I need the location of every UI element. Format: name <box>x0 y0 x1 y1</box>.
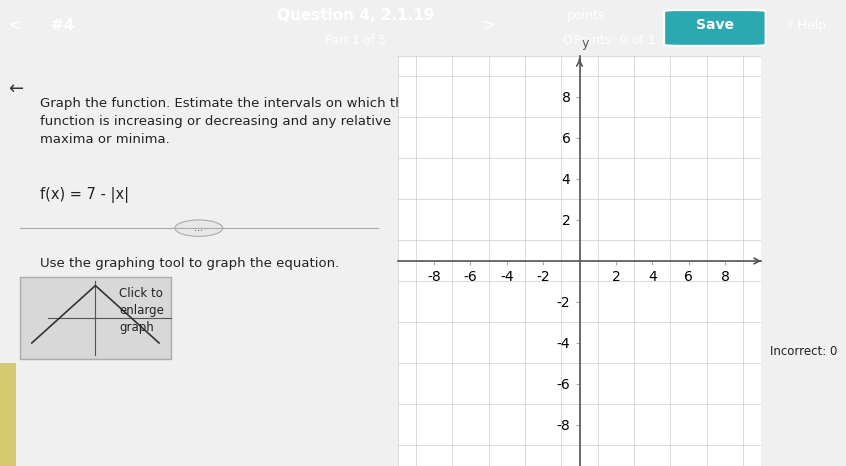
Text: >: > <box>482 18 495 33</box>
Text: Points: 0 of 1: Points: 0 of 1 <box>574 34 655 47</box>
FancyBboxPatch shape <box>19 277 171 359</box>
Text: f(x) = 7 - |x|: f(x) = 7 - |x| <box>40 187 129 203</box>
FancyBboxPatch shape <box>0 363 16 466</box>
Text: Graph the function. Estimate the intervals on which the
function is increasing o: Graph the function. Estimate the interva… <box>40 97 412 146</box>
Text: #4: #4 <box>51 18 74 33</box>
Text: O: O <box>563 34 573 47</box>
Text: Click to
enlarge
graph: Click to enlarge graph <box>119 287 164 334</box>
Text: Use the graphing tool to graph the equation.: Use the graphing tool to graph the equat… <box>40 257 339 270</box>
Text: y: y <box>581 37 589 50</box>
Text: <: < <box>8 18 21 33</box>
Text: Incorrect: 0: Incorrect: 0 <box>770 345 838 358</box>
Text: Question 4, 2.1.19: Question 4, 2.1.19 <box>277 8 434 23</box>
Text: ? Help: ? Help <box>787 19 826 32</box>
Ellipse shape <box>175 220 222 236</box>
Text: Save: Save <box>696 18 733 32</box>
FancyBboxPatch shape <box>664 10 766 46</box>
Text: ...: ... <box>195 223 203 233</box>
Text: Part 1 of 5: Part 1 of 5 <box>325 34 386 47</box>
Text: ←: ← <box>8 80 23 98</box>
Text: points: points <box>567 9 605 22</box>
